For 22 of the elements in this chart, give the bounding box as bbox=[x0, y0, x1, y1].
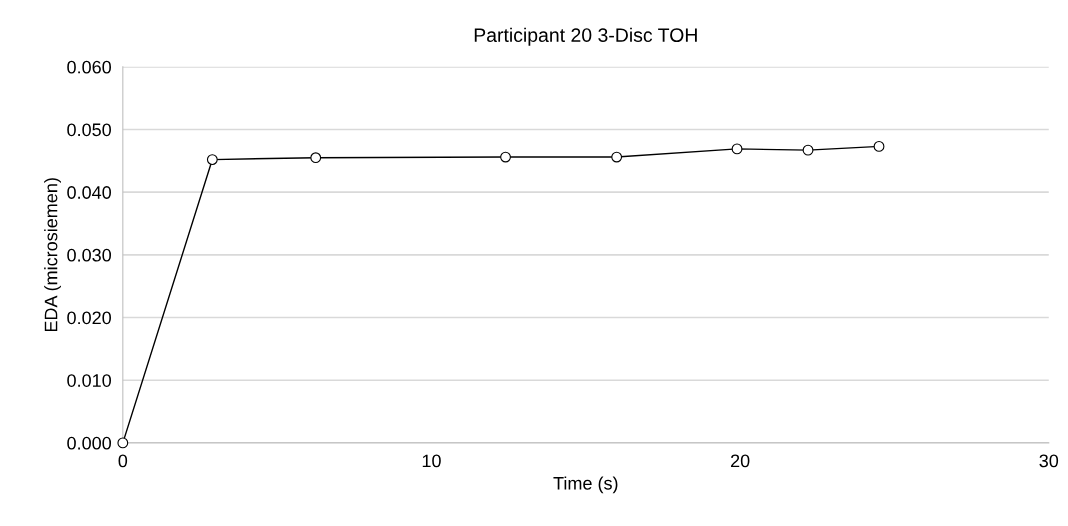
point bbox=[117, 437, 129, 449]
y-tick-label: 0.010 bbox=[67, 374, 112, 387]
y-tick-label: 0.030 bbox=[67, 248, 112, 262]
x-tick-label: 30 bbox=[1039, 454, 1059, 468]
chart-title: Participant 20 3-Disc TOH bbox=[474, 27, 697, 46]
y-axis-title: EDA (microsiemen) bbox=[44, 178, 61, 332]
point bbox=[802, 144, 814, 156]
y-tick-label: 0.050 bbox=[67, 123, 112, 137]
y-tick-label: 0.040 bbox=[67, 186, 112, 199]
x-tick-label: 0 bbox=[118, 454, 128, 468]
y-tick-label: 0.020 bbox=[67, 311, 112, 325]
point bbox=[500, 151, 511, 163]
point bbox=[873, 140, 885, 152]
point bbox=[310, 152, 322, 164]
x-tick-label: 20 bbox=[730, 454, 750, 468]
x-axis-title: Time (s) bbox=[553, 476, 618, 494]
y-tick-label: 0.000 bbox=[67, 436, 112, 450]
y-tick-label: 0.060 bbox=[67, 60, 112, 74]
x-tick-label: 10 bbox=[422, 454, 441, 468]
point bbox=[206, 154, 218, 165]
point bbox=[611, 151, 623, 163]
point bbox=[731, 143, 743, 155]
